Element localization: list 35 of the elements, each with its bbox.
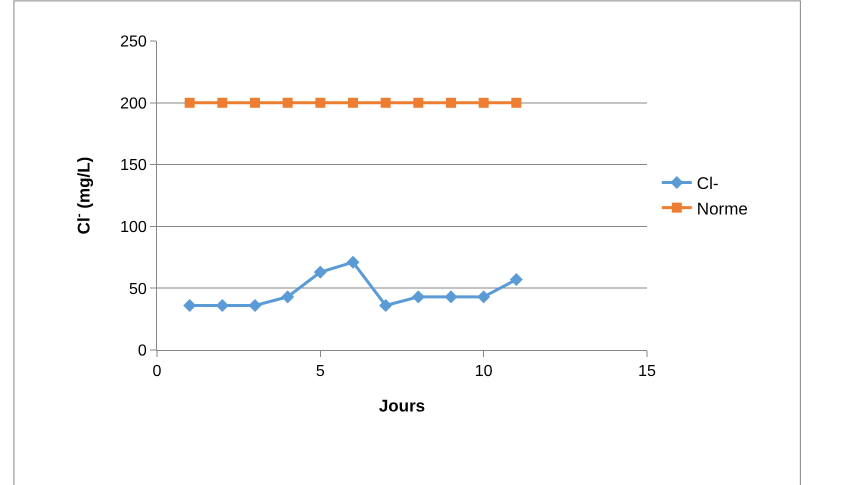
point — [478, 98, 489, 108]
point — [315, 98, 326, 108]
point — [281, 290, 294, 304]
y-tick-label: 100 — [120, 219, 147, 236]
point — [379, 299, 392, 312]
x-tick-label: 0 — [152, 363, 162, 380]
point — [511, 98, 522, 108]
point — [314, 266, 327, 279]
point — [348, 98, 358, 108]
point — [217, 98, 228, 108]
legend-label: Norme — [696, 199, 748, 218]
point — [248, 299, 262, 312]
point — [282, 98, 293, 108]
x-tick-label: 15 — [638, 363, 656, 380]
y-tick-label: 200 — [120, 95, 147, 112]
y-tick-label: 250 — [120, 34, 147, 51]
point — [184, 98, 195, 108]
y-tick-label: 50 — [129, 280, 147, 298]
point — [413, 98, 424, 108]
point — [216, 299, 229, 312]
y-tick-label: 150 — [120, 157, 147, 174]
point — [250, 98, 260, 108]
point — [477, 290, 490, 304]
legend-label: Cl- — [696, 174, 719, 194]
point — [444, 290, 458, 304]
x-tick-label: 5 — [316, 363, 325, 380]
point — [183, 299, 196, 312]
point — [380, 98, 391, 108]
y-tick-label: 0 — [138, 342, 147, 360]
x-tick-label: 10 — [474, 363, 493, 380]
point — [346, 256, 360, 269]
x-axis-title: Jours — [378, 396, 426, 416]
point — [412, 290, 425, 304]
point — [446, 98, 456, 108]
point — [510, 273, 523, 286]
